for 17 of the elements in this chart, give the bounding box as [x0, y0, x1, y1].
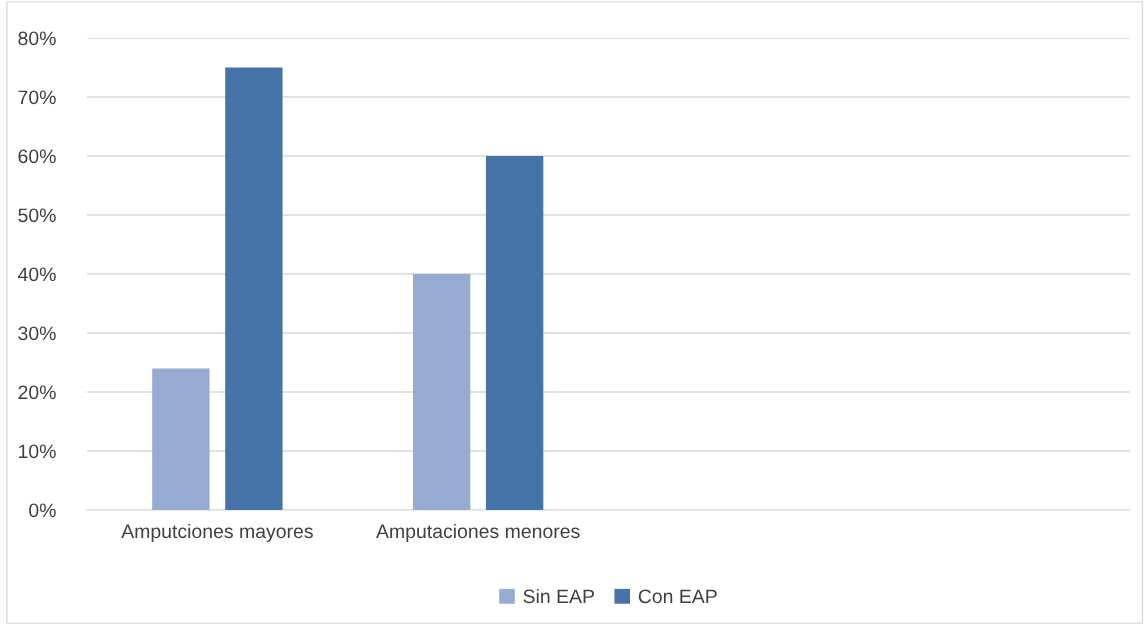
y-tick-label: 50%	[18, 208, 56, 223]
bar	[485, 156, 544, 510]
y-tick-label: 80%	[18, 31, 56, 46]
y-tick-label: 0%	[29, 503, 56, 518]
y-tick-label: 40%	[17, 267, 56, 282]
legend-label: Sin EAP	[523, 588, 594, 604]
y-tick-label: 20%	[18, 385, 56, 400]
bar	[225, 67, 283, 510]
x-tick-label: Amputciones mayores	[121, 523, 313, 543]
y-tick-label: 60%	[18, 149, 56, 164]
bar	[152, 368, 210, 510]
bar	[412, 274, 471, 510]
legend-label: Con EAP	[638, 589, 717, 604]
y-tick-label: 30%	[18, 326, 56, 341]
y-tick-label: 70%	[18, 90, 56, 105]
x-tick-label: Amputaciones menores	[376, 523, 580, 543]
y-tick-label: 10%	[19, 444, 56, 459]
